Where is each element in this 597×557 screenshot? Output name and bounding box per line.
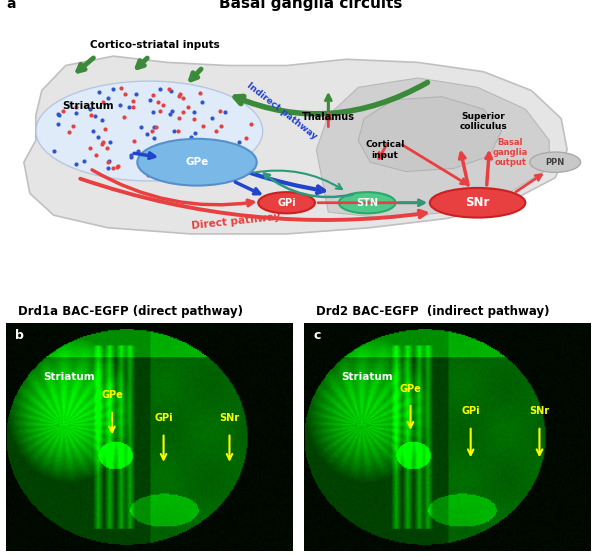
Text: GPe: GPe (101, 390, 123, 400)
Text: Thalamus: Thalamus (302, 112, 355, 122)
Text: Striatum: Striatum (43, 372, 95, 382)
Text: GPe: GPe (186, 157, 208, 167)
Text: a: a (6, 0, 16, 11)
Text: Cortico-striatal inputs: Cortico-striatal inputs (90, 40, 219, 50)
Text: Basal ganglia circuits: Basal ganglia circuits (219, 0, 402, 11)
Ellipse shape (430, 188, 525, 218)
Polygon shape (316, 78, 549, 218)
Text: Superior
colliculus: Superior colliculus (460, 112, 507, 131)
Text: Striatum: Striatum (63, 101, 114, 111)
Text: GPi: GPi (461, 407, 480, 417)
Ellipse shape (137, 139, 257, 185)
Text: Cortical
input: Cortical input (365, 140, 405, 159)
Text: c: c (313, 329, 321, 342)
Text: SNr: SNr (466, 196, 490, 209)
Text: Striatum: Striatum (341, 372, 393, 382)
Polygon shape (24, 56, 567, 234)
Text: GPe: GPe (399, 384, 421, 394)
Text: SNr: SNr (220, 413, 239, 423)
Text: Indirect pathway: Indirect pathway (245, 81, 318, 141)
Ellipse shape (258, 192, 315, 213)
Text: Basal
ganglia
output: Basal ganglia output (493, 138, 528, 167)
Text: SNr: SNr (530, 407, 549, 417)
Text: Direct pathway: Direct pathway (191, 212, 281, 231)
Text: GPi: GPi (154, 413, 173, 423)
Ellipse shape (530, 152, 580, 172)
Ellipse shape (339, 192, 396, 213)
Ellipse shape (36, 81, 263, 181)
Text: PPN: PPN (546, 158, 565, 167)
Text: Drd1a BAC-EGFP (direct pathway): Drd1a BAC-EGFP (direct pathway) (18, 305, 243, 317)
Text: b: b (14, 329, 23, 342)
Text: GPi: GPi (277, 198, 296, 208)
Text: Drd2 BAC-EGFP  (indirect pathway): Drd2 BAC-EGFP (indirect pathway) (316, 305, 550, 317)
Polygon shape (358, 97, 501, 172)
Text: STN: STN (356, 198, 378, 208)
